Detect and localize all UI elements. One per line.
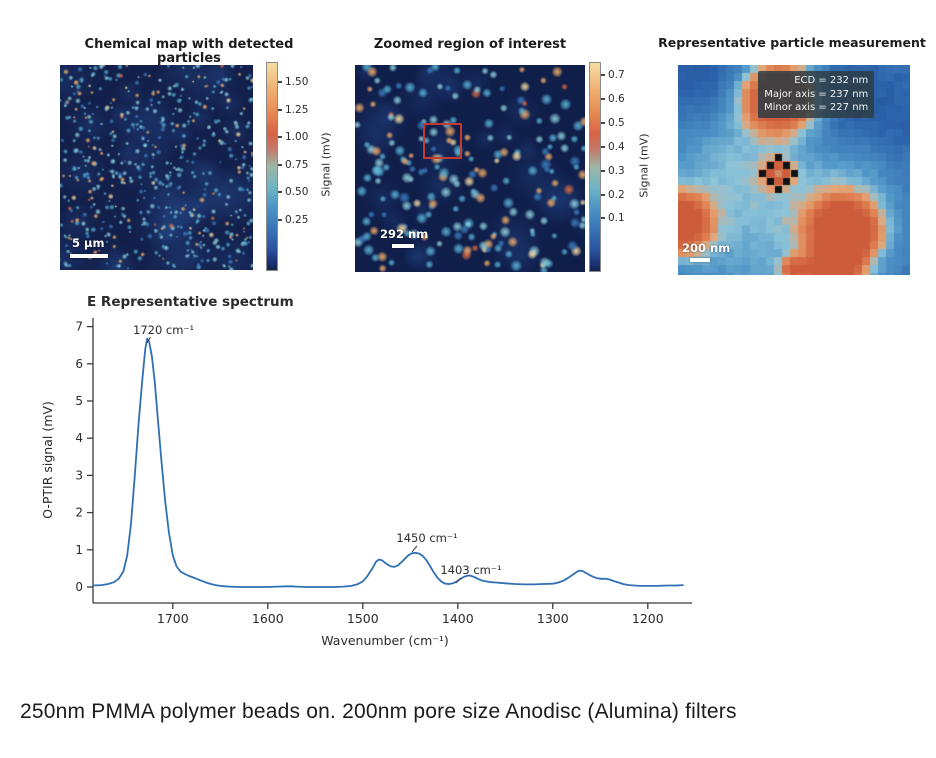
- x-tick-label: 1500: [347, 611, 379, 626]
- chemical-map-scalebar: [70, 254, 108, 258]
- y-tick-label: 0: [75, 580, 83, 594]
- y-tick-label: 1: [75, 543, 83, 557]
- colorbar-tick: [601, 194, 605, 196]
- peak-annotation: 1403 cm⁻¹: [440, 563, 501, 577]
- colorbar-tick: [278, 109, 282, 111]
- colorbar-tick-label: 1.50: [285, 76, 309, 88]
- colorbar-tick: [601, 98, 605, 100]
- chemical-map-colorbar: [266, 62, 278, 271]
- peak-annotation: 1450 cm⁻¹: [396, 531, 457, 545]
- spectrum-line: [92, 337, 684, 588]
- zoomed-roi-scalebar: [392, 244, 414, 248]
- colorbar-tick-label: 0.3: [608, 165, 625, 177]
- colorbar-tick: [601, 217, 605, 219]
- colorbar-tick-label: 0.1: [608, 212, 625, 224]
- y-axis-label: O-PTIR signal (mV): [40, 401, 55, 519]
- zoomed-roi-title: Zoomed region of interest: [373, 37, 567, 52]
- colorbar-tick-label: 0.6: [608, 93, 625, 105]
- x-tick-label: 1300: [537, 611, 569, 626]
- spectrum-chart: 0 1 2 3 4 5 6 7 1700 1600 1500 1400 1300 1200 Wavenumb…: [40, 294, 692, 648]
- y-tick-label: 4: [75, 431, 83, 445]
- annotation-leader: [455, 577, 462, 584]
- x-tick-label: 1600: [252, 611, 284, 626]
- x-tick-label: 1200: [632, 611, 664, 626]
- ecd-value: ECD = 232 nm: [794, 75, 869, 86]
- x-tick-label: 1700: [157, 611, 189, 626]
- y-tick-label: 7: [75, 320, 83, 334]
- colorbar-tick-label: 0.75: [285, 159, 309, 171]
- y-tick-label: 6: [75, 357, 83, 371]
- chemical-map-image: [60, 65, 253, 270]
- colorbar-tick: [601, 74, 605, 76]
- colorbar-tick-label: 0.4: [608, 141, 625, 153]
- colorbar-tick: [278, 219, 282, 221]
- colorbar-tick: [278, 136, 282, 138]
- colorbar-tick-label: 0.7: [608, 69, 625, 81]
- colorbar-tick: [601, 146, 605, 148]
- colorbar-tick-label: 1.25: [285, 104, 309, 116]
- y-tick-label: 2: [75, 506, 83, 520]
- zoomed-roi-colorbar: [589, 62, 601, 272]
- colorbar-tick-label: 0.50: [285, 186, 309, 198]
- zoomed-roi-colorbar-axis-label: Signal (mV): [637, 133, 651, 198]
- colorbar-tick-label: 0.25: [285, 214, 309, 226]
- zoomed-roi-image: [355, 65, 585, 272]
- chemical-map-title: Chemical map with detected particles: [84, 37, 294, 66]
- figure-caption: 250nm PMMA polymer beads on. 200nm pore …: [20, 700, 737, 723]
- colorbar-tick: [601, 170, 605, 172]
- y-tick-label: 5: [75, 394, 83, 408]
- colorbar-tick: [278, 191, 282, 193]
- chemical-map-scalebar-label: 5 μm: [72, 236, 105, 250]
- x-axis-label: Wavenumber (cm⁻¹): [321, 633, 448, 648]
- roi-rectangle: [423, 123, 462, 159]
- annotation-leader: [146, 336, 151, 344]
- colorbar-tick: [601, 122, 605, 124]
- colorbar-tick-label: 0.5: [608, 117, 625, 129]
- spectrum-title: E Representative spectrum: [87, 294, 294, 310]
- colorbar-tick: [278, 164, 282, 166]
- chemical-map-colorbar-axis-label: Signal (mV): [319, 132, 333, 197]
- y-tick-label: 3: [75, 468, 83, 482]
- colorbar-tick-label: 0.2: [608, 189, 625, 201]
- zoomed-roi-scalebar-label: 292 nm: [380, 227, 429, 241]
- annotation-leader: [411, 545, 418, 553]
- colorbar-tick-label: 1.00: [285, 131, 309, 143]
- particle-scalebar: [690, 258, 710, 262]
- major-axis-value: Major axis = 237 nm: [764, 88, 869, 100]
- colorbar-tick: [278, 81, 282, 83]
- x-tick-label: 1400: [442, 611, 474, 626]
- particle-scalebar-label: 200 nm: [682, 241, 731, 255]
- peak-annotation: 1720 cm⁻¹: [133, 323, 194, 337]
- particle-measurement-title: Representative particle measurement: [658, 35, 926, 50]
- measurement-readout-box: ECD = 232 nm Major axis = 237 nm Minor a…: [758, 71, 875, 118]
- minor-axis-value: Minor axis = 227 nm: [764, 102, 869, 113]
